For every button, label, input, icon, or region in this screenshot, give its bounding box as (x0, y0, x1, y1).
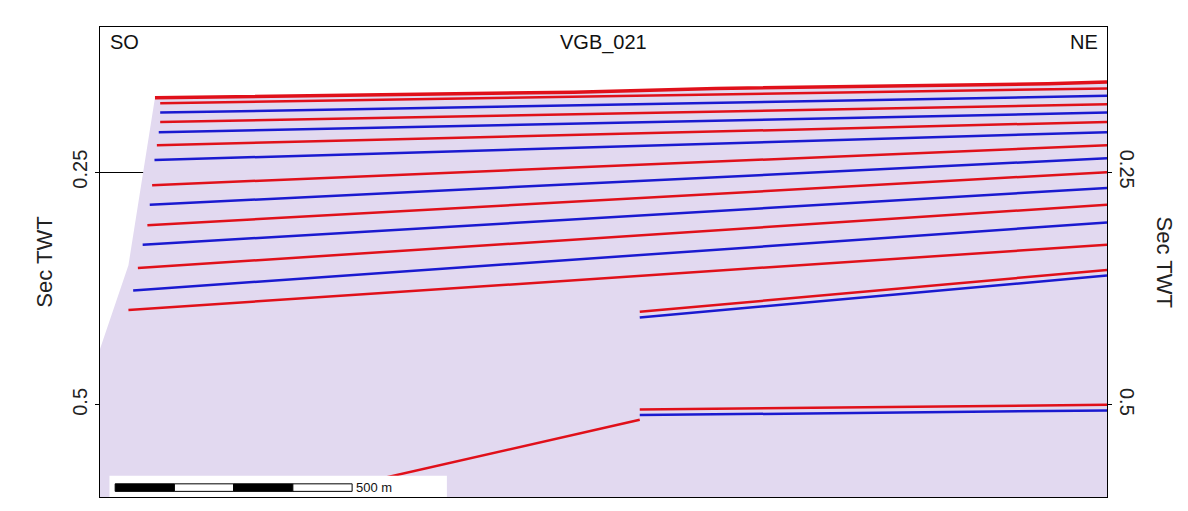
svg-text:SO: SO (110, 31, 139, 53)
svg-text:Sec TWT: Sec TWT (1152, 217, 1177, 308)
svg-text:VGB_021: VGB_021 (560, 31, 647, 54)
svg-text:0.25: 0.25 (69, 150, 91, 189)
svg-text:Sec TWT: Sec TWT (32, 216, 57, 307)
svg-text:0.5: 0.5 (69, 388, 91, 416)
svg-text:0.25: 0.25 (1116, 150, 1138, 189)
svg-text:0.5: 0.5 (1116, 388, 1138, 416)
svg-text:500 m: 500 m (356, 480, 392, 495)
svg-text:NE: NE (1070, 31, 1098, 53)
